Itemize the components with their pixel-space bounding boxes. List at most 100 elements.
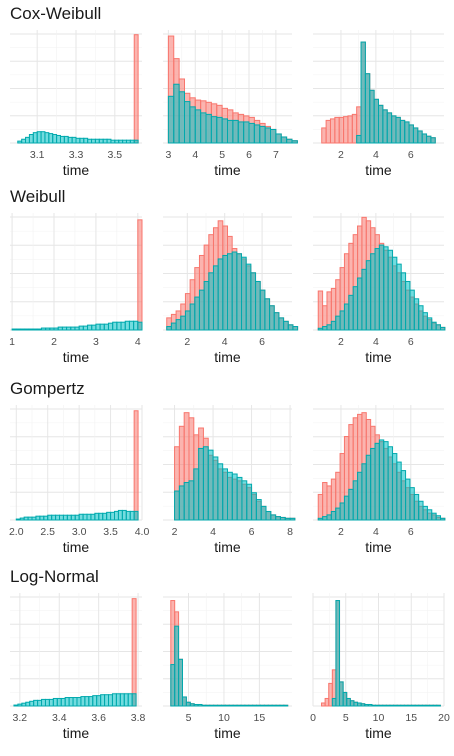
x-tick-label: 6	[408, 336, 414, 348]
bar-series-b	[343, 495, 350, 521]
bar-series-b	[185, 701, 191, 707]
bar-series-b	[178, 91, 185, 144]
bar-series-b	[13, 704, 19, 707]
row-title: Gompertz	[10, 379, 85, 398]
bar-series-b	[405, 478, 411, 521]
bar-series-b	[349, 700, 355, 707]
bar-series-b	[243, 121, 250, 144]
bar-series-b	[178, 658, 183, 707]
bar-series-b	[417, 130, 423, 144]
bar-series-b	[255, 280, 261, 331]
bar-series-b	[94, 138, 100, 144]
bar-series-b	[283, 704, 289, 707]
bar-series-b	[412, 127, 419, 144]
bar-series-b	[287, 324, 294, 331]
bar-series-b	[60, 697, 66, 707]
x-tick-label: 4	[192, 149, 198, 161]
bar-series-b	[391, 115, 397, 144]
bar-series-b	[435, 515, 442, 521]
bar-series-b	[25, 136, 30, 144]
bar-series-b	[188, 480, 195, 521]
x-tick-label: 3.8	[131, 712, 146, 724]
x-tick-label: 6	[259, 336, 265, 348]
bar-series-a	[321, 127, 327, 144]
bar-series-b	[343, 303, 350, 331]
bar-series-b	[133, 320, 139, 331]
bar-series-b	[209, 704, 215, 707]
bar-series-b	[121, 509, 127, 521]
bar-series-b	[91, 138, 96, 144]
bar-series-b	[429, 704, 434, 707]
bar-series-b	[114, 139, 120, 144]
bar-series-b	[286, 138, 293, 144]
x-tick-label: 15	[405, 712, 417, 724]
x-tick-label: 3.3	[69, 149, 84, 161]
bar-series-b	[83, 137, 89, 144]
bar-series-b	[107, 322, 114, 331]
bar-series-b	[360, 41, 366, 144]
bar-series-b	[259, 704, 265, 707]
bar-series-b	[166, 326, 172, 331]
bar-series-b	[237, 121, 245, 144]
bar-series-a	[317, 290, 324, 331]
row-title: Log-Normal	[10, 567, 99, 586]
bar-series-b	[129, 139, 135, 144]
bar-series-b	[19, 328, 26, 331]
bar-series-b	[275, 133, 282, 144]
bar-series-b	[51, 514, 57, 521]
bar-series-b	[27, 516, 33, 521]
bar-series-b	[250, 272, 257, 331]
bar-series-b	[88, 696, 94, 707]
bar-series-b	[110, 511, 115, 521]
bar-series-b	[174, 625, 180, 707]
bar-series-b	[216, 116, 223, 144]
bar-series-b	[426, 317, 433, 331]
x-tick-label: 0	[310, 712, 316, 724]
bar-series-b	[106, 511, 112, 521]
bar-series-b	[200, 112, 207, 144]
panel-log-normal-1: 3.2 3.4 3.6 3.8 time Log-Normal	[10, 567, 146, 741]
bar-series-b	[189, 703, 195, 707]
bar-series-b	[47, 514, 53, 521]
bar-series-b	[21, 138, 27, 144]
bar-series-b	[352, 286, 359, 331]
x-tick-label: 2	[338, 149, 344, 161]
bar-series-b	[84, 696, 90, 707]
bar-series-b	[232, 704, 238, 707]
bar-series-b	[82, 325, 89, 331]
bar-series-b	[15, 328, 21, 331]
bar-series-b	[48, 133, 54, 144]
bar-series-b	[382, 704, 387, 707]
bar-series-b	[369, 89, 375, 144]
bar-series-b	[236, 476, 243, 521]
x-tick-label: 6	[408, 526, 414, 538]
bar-series-b	[198, 447, 204, 521]
bar-series-b	[259, 289, 266, 331]
bar-series-b	[245, 263, 252, 331]
bar-series-b	[357, 277, 363, 331]
bar-series-b	[228, 704, 234, 707]
bar-series-b	[87, 138, 93, 144]
bar-series-b	[365, 454, 372, 521]
bar-series-b	[431, 321, 437, 331]
bar-series-b	[395, 116, 401, 144]
bar-series-b	[264, 298, 271, 331]
bar-series-b	[361, 463, 367, 521]
x-tick-label: 2	[338, 336, 344, 348]
bar-series-b	[335, 507, 341, 521]
panel-gompertz-3: 2 4 6 time	[313, 405, 446, 555]
bar-series-b	[409, 289, 415, 331]
bar-series-b	[32, 328, 38, 331]
bar-series-b	[222, 468, 229, 521]
bar-series-b	[236, 704, 242, 707]
x-tick-label: 3.2	[13, 712, 28, 724]
bar-series-b	[167, 95, 175, 144]
bar-series-b	[43, 515, 49, 521]
bar-series-b	[210, 116, 218, 144]
bar-series-b	[365, 260, 372, 331]
bar-series-b	[129, 510, 135, 521]
x-axis-label: time	[365, 349, 392, 365]
x-tick-label: 2.5	[40, 526, 55, 538]
bar-series-b	[173, 83, 180, 144]
bar-series-b	[117, 509, 123, 521]
